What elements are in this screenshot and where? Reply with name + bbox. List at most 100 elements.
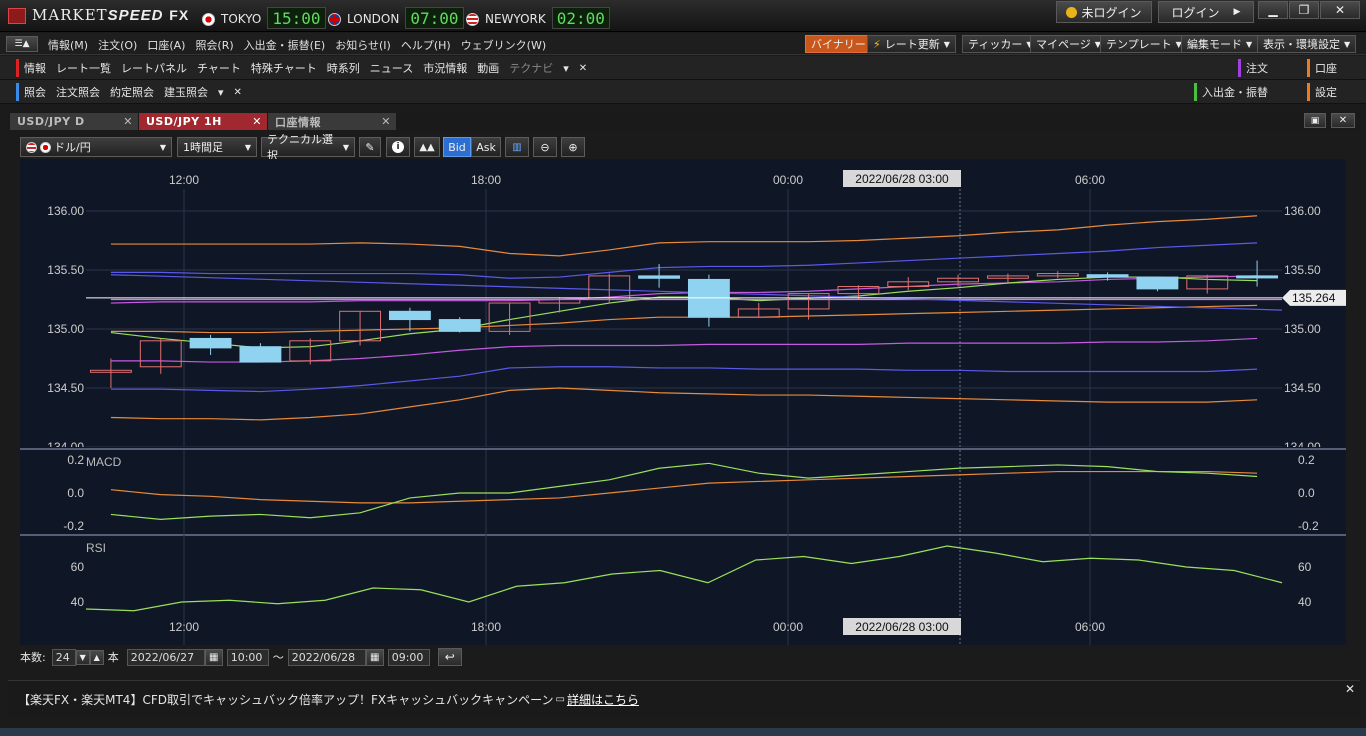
menu-toggle-button[interactable]: ☰▲	[6, 36, 38, 52]
close-icon[interactable]: ✕	[1345, 682, 1356, 696]
to-time-input[interactable]: 09:00	[387, 648, 430, 666]
news-banner: 【楽天FX・楽天MT4】CFD取引でキャッシュバック倍率アップ！FXキャッシュバ…	[8, 680, 1360, 718]
caret-down-icon[interactable]: ▾	[563, 61, 569, 75]
count-up-button[interactable]: ▲	[89, 649, 104, 665]
menu-item[interactable]: 口座(A)	[147, 39, 186, 52]
technical-select[interactable]: テクニカル選択 ▼	[261, 133, 355, 162]
draw-tool-button[interactable]: ✎	[359, 137, 381, 157]
menu-item[interactable]: 注文(O)	[98, 39, 138, 52]
toolbar-item[interactable]: 特殊チャート	[250, 62, 317, 75]
ticker-label: ティッカー	[968, 38, 1023, 51]
toolbar-item[interactable]: テクナビ	[509, 62, 554, 75]
menu-item[interactable]: 情報(M)	[48, 39, 89, 52]
toolbar-item[interactable]: 時系列	[326, 62, 360, 75]
inquiry-group-label: 照会	[16, 83, 46, 101]
currency-pair-select[interactable]: ドル/円 ▼	[20, 137, 172, 157]
info-toolbar: 情報 レート一覧 レートパネル チャート 特殊チャート 時系列 ニュース 市況情報 動画 テクナ…	[0, 56, 1366, 80]
candle-body	[787, 293, 830, 310]
close-icon[interactable]: ✕	[123, 115, 133, 128]
jp-flag-icon	[202, 12, 215, 26]
minimize-button[interactable]: ▁	[1258, 1, 1288, 19]
menu-item[interactable]: ウェブリンク(W)	[460, 39, 547, 52]
menu-item[interactable]: 入出金・振替(E)	[243, 39, 326, 52]
time-tick-bottom: 06:00	[1075, 620, 1105, 634]
tab-usdjpy-1h[interactable]: USD/JPY 1H ✕	[139, 113, 267, 130]
bollinger-lower-2	[110, 366, 1258, 393]
maximize-button[interactable]: ❐	[1289, 1, 1319, 19]
toolbar-item[interactable]: 注文照会	[56, 86, 100, 99]
bid-toggle[interactable]: Bid	[443, 137, 471, 157]
toolbar-item[interactable]: チャート	[197, 62, 241, 75]
toolbar-item[interactable]: レート一覧	[56, 62, 111, 75]
caret-down-icon: ▼	[1094, 39, 1101, 49]
reset-range-button[interactable]: ↩	[437, 648, 462, 666]
maximize-icon: ▣	[1310, 115, 1320, 126]
ask-toggle[interactable]: Ask	[471, 137, 501, 157]
info-button[interactable]: i	[386, 137, 410, 157]
close-icon[interactable]: ✕	[381, 115, 391, 128]
candle-body	[638, 275, 681, 279]
toolbar-item[interactable]: 建玉照会	[164, 86, 208, 99]
toolbar-item[interactable]: レートパネル	[121, 62, 187, 75]
rate-update-button[interactable]: ⚡ レート更新 ▼	[867, 35, 956, 53]
order-shortcut[interactable]: 注文	[1238, 59, 1268, 77]
maximize-pane-button[interactable]: ▣	[1304, 113, 1326, 128]
caret-down-icon: ▼	[1246, 39, 1253, 49]
indicator-background	[20, 447, 1346, 645]
toolbar-item[interactable]: ニュース	[369, 62, 414, 75]
caret-down-icon: ▼	[1175, 39, 1182, 49]
caret-down-icon: ▼	[159, 142, 166, 152]
menu-item[interactable]: お知らせ(I)	[335, 39, 391, 52]
chart-footer: 本数: 24 ▼ ▲ 本 2022/06/27 ▦ 10:00 ～ 2022/0…	[20, 646, 462, 668]
settings-shortcut[interactable]: 設定	[1307, 83, 1337, 101]
binary-button[interactable]: バイナリー	[805, 35, 872, 53]
close-icon[interactable]: ✕	[578, 62, 588, 74]
market-name: TOKYO	[221, 12, 262, 26]
minimize-icon: ▁	[1268, 3, 1278, 17]
caret-down-icon[interactable]: ▾	[218, 85, 224, 99]
close-pane-button[interactable]: ✕	[1331, 113, 1355, 128]
current-price-label: 135.264	[1292, 291, 1336, 305]
bollinger-upper-2	[110, 215, 1258, 257]
price-chart[interactable]: 136.00 136.00 135.50 135.50 135.00 135.00 134.…	[20, 159, 1346, 645]
account-shortcut[interactable]: 口座	[1307, 59, 1337, 77]
close-icon[interactable]: ✕	[252, 115, 262, 128]
close-window-button[interactable]: ✕	[1320, 1, 1360, 19]
deposit-shortcut[interactable]: 入出金・振替	[1194, 83, 1268, 101]
time-tick-top: 00:00	[773, 173, 803, 187]
calendar-icon: ▦	[369, 651, 380, 663]
close-icon[interactable]: ✕	[233, 86, 242, 98]
calendar-button[interactable]: ▦	[204, 648, 223, 666]
candle-body	[438, 319, 481, 332]
from-date-input[interactable]: 2022/06/27	[126, 648, 205, 666]
menu-item[interactable]: 照会(R)	[195, 39, 234, 52]
toolbar-item[interactable]: 動画	[477, 62, 500, 75]
toolbar-item[interactable]: 約定照会	[110, 86, 154, 99]
price-tick-left: 136.00	[47, 204, 84, 218]
bid-label: Bid	[448, 140, 466, 154]
zoom-out-button[interactable]: ⊖	[533, 137, 557, 157]
period-select[interactable]: 1時間足 ▼	[177, 137, 257, 157]
count-down-button[interactable]: ▼	[75, 649, 90, 665]
tab-account-info[interactable]: 口座情報 ✕	[268, 113, 396, 130]
tab-usdjpy-d[interactable]: USD/JPY D ✕	[10, 113, 138, 130]
ticker-button[interactable]: ティッカー▼	[962, 35, 1039, 53]
template-button[interactable]: テンプレート ▼	[1100, 35, 1188, 53]
login-button[interactable]: ログイン ▶	[1158, 1, 1254, 23]
display-settings-button[interactable]: 表示・環境設定 ▼	[1257, 35, 1357, 53]
caret-down-icon: ▼	[244, 142, 251, 152]
edit-mode-button[interactable]: 編集モード ▼	[1181, 35, 1259, 53]
calendar-button[interactable]: ▦	[365, 648, 384, 666]
to-date-input[interactable]: 2022/06/28	[287, 648, 366, 666]
zoom-in-button[interactable]: ⊕	[561, 137, 585, 157]
news-detail-link[interactable]: 詳細はこちら	[566, 693, 639, 707]
mypage-button[interactable]: マイページ ▼	[1030, 35, 1107, 53]
toolbar-item[interactable]: 市況情報	[423, 62, 468, 75]
from-time-input[interactable]: 10:00	[226, 648, 269, 666]
macd-signal-line	[110, 470, 1258, 504]
candle-body	[239, 346, 282, 363]
count-input[interactable]: 24	[51, 648, 76, 666]
menu-item[interactable]: ヘルプ(H)	[400, 39, 451, 52]
chart-style-button[interactable]: ▲▲	[414, 137, 440, 157]
chart-type-button[interactable]: ▥	[505, 137, 529, 157]
